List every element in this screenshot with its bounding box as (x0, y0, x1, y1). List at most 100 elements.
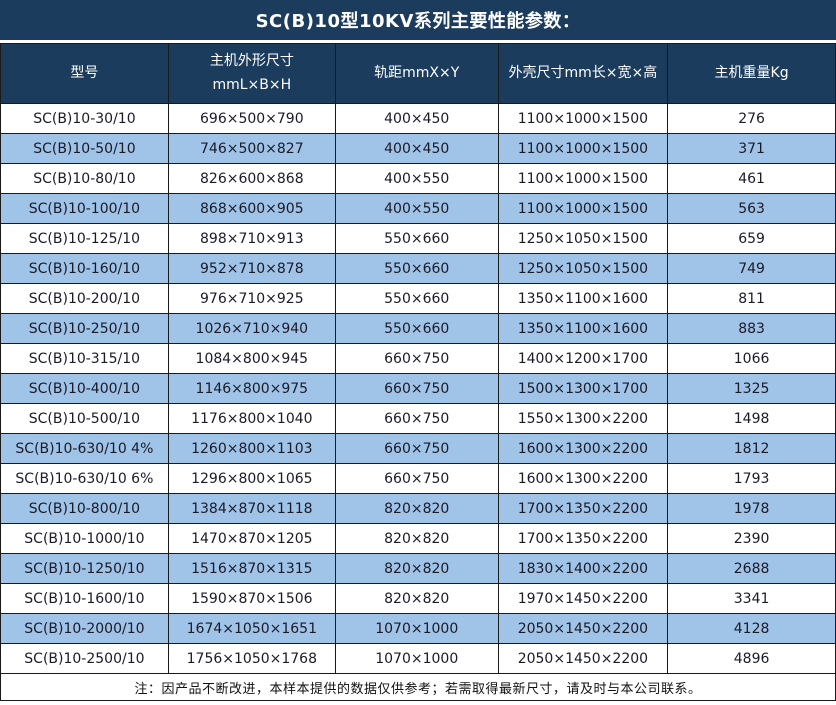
cell-model: SC(B)10-1000/10 (0, 523, 169, 554)
spec-table: 型号 主机外形尺寸 mmL×B×H 轨距mmX×Y 外壳尺寸mm长×宽×高 主机… (0, 43, 836, 701)
cell-rail-gauge: 400×450 (334, 103, 499, 134)
cell-weight: 749 (667, 253, 836, 284)
table-row: SC(B)10-800/10 1384×870×1118 820×820 1700×1… (0, 493, 836, 524)
col-header-model: 型号 (0, 43, 169, 104)
cell-enclosure-size: 1830×1400×2200 (497, 553, 669, 584)
table-row: SC(B)10-1000/10 1470×870×1205 820×820 1700×… (0, 523, 836, 554)
table-row: SC(B)10-630/10 6% 1296×800×1065 660×750 160… (0, 463, 836, 494)
cell-weight: 1812 (667, 433, 836, 464)
cell-enclosure-size: 1550×1300×2200 (497, 403, 669, 434)
cell-model: SC(B)10-50/10 (0, 133, 169, 164)
cell-main-dimensions: 1260×800×1103 (167, 433, 336, 464)
cell-model: SC(B)10-80/10 (0, 163, 169, 194)
col-header-main-dimensions-line2: mmL×B×H (212, 76, 292, 93)
col-header-enclosure-size: 外壳尺寸mm长×宽×高 (497, 43, 669, 104)
cell-model: SC(B)10-250/10 (0, 313, 169, 344)
cell-main-dimensions: 1176×800×1040 (167, 403, 336, 434)
cell-weight: 461 (667, 163, 836, 194)
table-row: SC(B)10-250/10 1026×710×940 550×660 1350×11… (0, 313, 836, 344)
cell-enclosure-size: 1100×1000×1500 (497, 133, 669, 164)
cell-rail-gauge: 400×450 (334, 133, 499, 164)
cell-weight: 4128 (667, 613, 836, 644)
cell-enclosure-size: 2050×1450×2200 (497, 613, 669, 644)
cell-rail-gauge: 820×820 (334, 583, 499, 614)
cell-main-dimensions: 868×600×905 (167, 193, 336, 224)
cell-weight: 1978 (667, 493, 836, 524)
cell-model: SC(B)10-800/10 (0, 493, 169, 524)
table-row: SC(B)10-80/10 826×600×868 400×550 1100×1000… (0, 163, 836, 194)
cell-rail-gauge: 820×820 (334, 493, 499, 524)
cell-main-dimensions: 1296×800×1065 (167, 463, 336, 494)
cell-enclosure-size: 1700×1350×2200 (497, 523, 669, 554)
cell-model: SC(B)10-2500/10 (0, 643, 169, 674)
cell-weight: 2390 (667, 523, 836, 554)
cell-enclosure-size: 1600×1300×2200 (497, 433, 669, 464)
cell-main-dimensions: 1384×870×1118 (167, 493, 336, 524)
table-row: SC(B)10-160/10 952×710×878 550×660 1250×105… (0, 253, 836, 284)
cell-rail-gauge: 820×820 (334, 523, 499, 554)
cell-model: SC(B)10-315/10 (0, 343, 169, 374)
cell-main-dimensions: 1516×870×1315 (167, 553, 336, 584)
table-row: SC(B)10-1600/10 1590×870×1506 820×820 1970×… (0, 583, 836, 614)
cell-rail-gauge: 550×660 (334, 283, 499, 314)
cell-enclosure-size: 1250×1050×1500 (497, 253, 669, 284)
cell-weight: 1325 (667, 373, 836, 404)
table-row: SC(B)10-315/10 1084×800×945 660×750 1400×12… (0, 343, 836, 374)
col-header-enclosure-size-label: 外壳尺寸mm长×宽×高 (508, 64, 658, 81)
cell-weight: 276 (667, 103, 836, 134)
cell-enclosure-size: 1350×1100×1600 (497, 313, 669, 344)
table-row: SC(B)10-2500/10 1756×1050×1768 1070×1000 20… (0, 643, 836, 674)
cell-model: SC(B)10-630/10 6% (0, 463, 169, 494)
cell-model: SC(B)10-1250/10 (0, 553, 169, 584)
cell-weight: 1498 (667, 403, 836, 434)
cell-model: SC(B)10-125/10 (0, 223, 169, 254)
cell-enclosure-size: 1100×1000×1500 (497, 193, 669, 224)
footnote: 注：因产品不断改进，本样本提供的数据仅供参考；若需取得最新尺寸，请及时与本公司联… (0, 673, 836, 701)
cell-enclosure-size: 1100×1000×1500 (497, 163, 669, 194)
cell-model: SC(B)10-200/10 (0, 283, 169, 314)
cell-rail-gauge: 1070×1000 (334, 643, 499, 674)
cell-main-dimensions: 952×710×878 (167, 253, 336, 284)
cell-main-dimensions: 1674×1050×1651 (167, 613, 336, 644)
col-header-main-dimensions: 主机外形尺寸 mmL×B×H (167, 43, 336, 104)
cell-enclosure-size: 1400×1200×1700 (497, 343, 669, 374)
table-row: SC(B)10-400/10 1146×800×975 660×750 1500×13… (0, 373, 836, 404)
table-row: SC(B)10-1250/10 1516×870×1315 820×820 1830×… (0, 553, 836, 584)
col-header-model-label: 型号 (70, 64, 99, 81)
cell-rail-gauge: 550×660 (334, 313, 499, 344)
cell-main-dimensions: 1470×870×1205 (167, 523, 336, 554)
cell-weight: 1066 (667, 343, 836, 374)
cell-enclosure-size: 1600×1300×2200 (497, 463, 669, 494)
cell-weight: 1793 (667, 463, 836, 494)
col-header-weight: 主机重量Kg (667, 43, 836, 104)
cell-enclosure-size: 1250×1050×1500 (497, 223, 669, 254)
table-row: SC(B)10-100/10 868×600×905 400×550 1100×100… (0, 193, 836, 224)
cell-model: SC(B)10-2000/10 (0, 613, 169, 644)
cell-model: SC(B)10-500/10 (0, 403, 169, 434)
cell-main-dimensions: 1146×800×975 (167, 373, 336, 404)
cell-enclosure-size: 1500×1300×1700 (497, 373, 669, 404)
cell-main-dimensions: 696×500×790 (167, 103, 336, 134)
cell-enclosure-size: 1100×1000×1500 (497, 103, 669, 134)
cell-rail-gauge: 400×550 (334, 193, 499, 224)
cell-rail-gauge: 1070×1000 (334, 613, 499, 644)
cell-main-dimensions: 1756×1050×1768 (167, 643, 336, 674)
cell-rail-gauge: 660×750 (334, 343, 499, 374)
cell-enclosure-size: 2050×1450×2200 (497, 643, 669, 674)
cell-model: SC(B)10-30/10 (0, 103, 169, 134)
cell-weight: 3341 (667, 583, 836, 614)
cell-enclosure-size: 1350×1100×1600 (497, 283, 669, 314)
cell-weight: 659 (667, 223, 836, 254)
table-row: SC(B)10-200/10 976×710×925 550×660 1350×110… (0, 283, 836, 314)
cell-rail-gauge: 660×750 (334, 433, 499, 464)
page-title: SC(B)10型10KV系列主要性能参数： (0, 0, 836, 40)
table-row: SC(B)10-50/10 746×500×827 400×450 1100×1000… (0, 133, 836, 164)
cell-main-dimensions: 976×710×925 (167, 283, 336, 314)
cell-main-dimensions: 1590×870×1506 (167, 583, 336, 614)
table-row: SC(B)10-630/10 4% 1260×800×1103 660×750 160… (0, 433, 836, 464)
table-row: SC(B)10-125/10 898×710×913 550×660 1250×105… (0, 223, 836, 254)
cell-enclosure-size: 1970×1450×2200 (497, 583, 669, 614)
cell-weight: 371 (667, 133, 836, 164)
cell-model: SC(B)10-160/10 (0, 253, 169, 284)
